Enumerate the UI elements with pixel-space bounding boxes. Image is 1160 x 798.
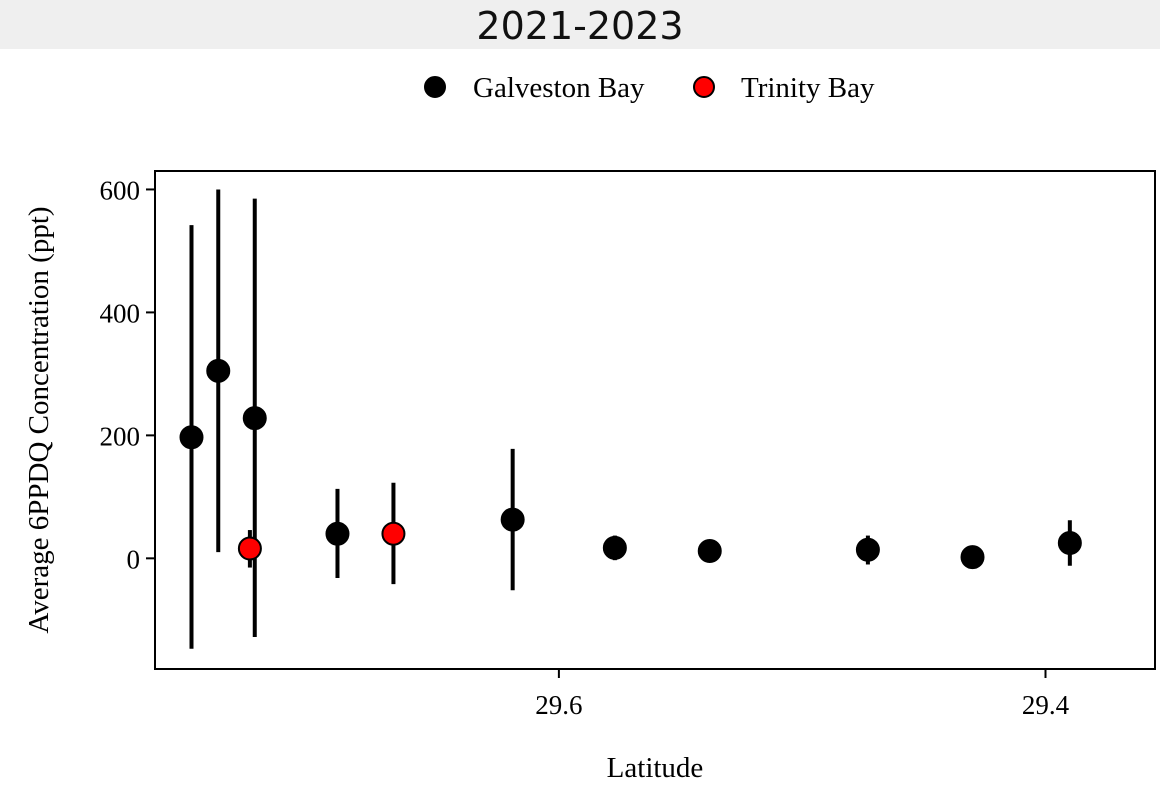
data-point <box>179 425 204 450</box>
y-tick-label: 0 <box>127 544 141 574</box>
x-tick-label: 29.6 <box>535 690 582 720</box>
data-point <box>1057 530 1082 555</box>
y-tick-label: 200 <box>100 421 141 451</box>
x-tick-label: 29.4 <box>1022 690 1070 720</box>
legend: Galveston Bay Trinity Bay <box>424 72 875 104</box>
x-axis-label: Latitude <box>607 752 704 784</box>
y-tick-label: 400 <box>100 298 141 328</box>
error-bars <box>189 189 1072 649</box>
y-axis-label: Average 6PPDQ Concentration (ppt) <box>23 206 55 633</box>
data-point <box>237 536 262 561</box>
data-point <box>960 545 985 570</box>
chart-title-bar: 2021-2023 <box>0 0 1160 49</box>
data-point <box>697 538 722 563</box>
legend-label: Galveston Bay <box>473 72 645 104</box>
y-tick-label: 600 <box>100 175 141 205</box>
data-point <box>500 507 525 532</box>
data-point <box>325 521 350 546</box>
legend-marker <box>693 76 715 98</box>
legend-marker <box>424 76 446 98</box>
y-axis: 0 200 400 600 <box>100 175 155 574</box>
chart-title: 2021-2023 <box>476 3 684 48</box>
data-point <box>242 406 267 431</box>
data-point <box>602 535 627 560</box>
data-point <box>381 521 406 546</box>
x-axis: 29.6 29.4 <box>535 669 1070 720</box>
data-point <box>855 537 880 562</box>
plot-panel-border <box>154 170 1156 670</box>
data-points <box>179 358 1082 570</box>
legend-label: Trinity Bay <box>741 72 875 104</box>
data-point <box>206 358 231 383</box>
